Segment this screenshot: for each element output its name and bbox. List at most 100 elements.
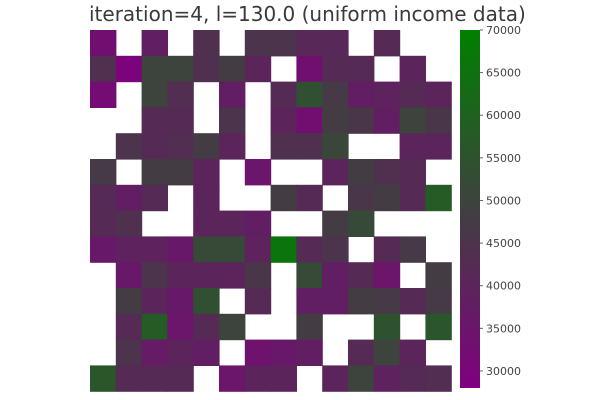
- heatmap-cell: [219, 133, 246, 160]
- heatmap-cell: [348, 81, 375, 108]
- heatmap-cell: [348, 365, 375, 392]
- heatmap-cell: [115, 262, 143, 289]
- heatmap-cell: [373, 30, 401, 57]
- heatmap-cell: [348, 339, 375, 366]
- heatmap-cell: [90, 81, 117, 108]
- heatmap-cell: [141, 55, 168, 83]
- heatmap-cell: [193, 236, 220, 263]
- heatmap-cell: [425, 184, 452, 212]
- heatmap-cell: [244, 262, 272, 289]
- heatmap-cell: [244, 30, 272, 57]
- heatmap-cell: [193, 133, 220, 160]
- heatmap-cell: [373, 339, 401, 366]
- heatmap-cell: [425, 288, 452, 315]
- heatmap-cell: [322, 55, 349, 83]
- heatmap-cell: [373, 107, 401, 134]
- heatmap-cell: [373, 159, 401, 186]
- heatmap-cell: [167, 288, 194, 315]
- heatmap-cell: [167, 313, 194, 341]
- heatmap-cell: [373, 262, 401, 289]
- colorbar-tick-label: 40000: [486, 280, 521, 293]
- heatmap-cell: [296, 30, 323, 57]
- heatmap-cell: [141, 107, 168, 134]
- heatmap-cell: [373, 81, 401, 108]
- heatmap-cell: [322, 159, 349, 186]
- heatmap-cell: [270, 30, 297, 57]
- heatmap-cell: [399, 365, 426, 392]
- heatmap-cell: [167, 107, 194, 134]
- colorbar-ticks: 30000 35000 40000 45000 50000 55000 60000 65000…: [480, 24, 521, 378]
- heatmap-cell: [322, 107, 349, 134]
- heatmap-cell: [399, 133, 426, 160]
- heatmap-cell: [141, 81, 168, 108]
- heatmap-cell: [322, 133, 349, 160]
- heatmap-cell: [270, 81, 297, 108]
- heatmap-cell: [115, 365, 143, 392]
- heatmap-cell: [270, 365, 297, 392]
- heatmap-cell: [115, 236, 143, 263]
- heatmap-cell: [141, 184, 168, 212]
- heatmap-cell: [193, 210, 220, 237]
- heatmap-cell: [167, 81, 194, 108]
- heatmap-cell: [219, 365, 246, 392]
- heatmap-cell: [322, 262, 349, 289]
- heatmap-cell: [244, 288, 272, 315]
- heatmap-cell: [373, 184, 401, 212]
- heatmap-cell: [322, 236, 349, 263]
- heatmap-cell: [193, 184, 220, 212]
- heatmap-cell: [141, 236, 168, 263]
- heatmap-cell: [115, 288, 143, 315]
- heatmap-cell: [115, 313, 143, 341]
- heatmap-cell: [219, 55, 246, 83]
- heatmap-cell: [322, 210, 349, 237]
- heatmap-cell: [115, 184, 143, 212]
- heatmap-cell: [141, 313, 168, 341]
- heatmap-cell: [348, 288, 375, 315]
- heatmap-cell: [399, 184, 426, 212]
- heatmap-cell: [244, 339, 272, 366]
- heatmap-cell: [348, 210, 375, 237]
- heatmap-cell: [373, 365, 401, 392]
- heatmap-cell: [141, 365, 168, 392]
- heatmap-cell: [348, 55, 375, 83]
- heatmap-cell: [193, 288, 220, 315]
- heatmap-cell: [167, 365, 194, 392]
- heatmap-cell: [296, 288, 323, 315]
- colorbar-tick-label: 60000: [486, 109, 521, 122]
- heatmap-cell: [167, 236, 194, 263]
- heatmap-cell: [219, 81, 246, 108]
- heatmap-cell: [141, 159, 168, 186]
- heatmap-cell: [270, 339, 297, 366]
- heatmap-cell: [348, 184, 375, 212]
- heatmap-cell: [167, 133, 194, 160]
- heatmap-cell: [296, 184, 323, 212]
- colorbar-tick-label: 70000: [486, 24, 521, 37]
- heatmap-cell: [244, 236, 272, 263]
- heatmap-cell: [244, 55, 272, 83]
- heatmap-cell: [399, 55, 426, 83]
- heatmap-cell: [141, 339, 168, 366]
- heatmap-cell: [425, 262, 452, 289]
- heatmap-cell: [244, 365, 272, 392]
- heatmap-cell: [90, 30, 117, 57]
- heatmap-cell: [90, 236, 117, 263]
- heatmap-cell: [322, 81, 349, 108]
- heatmap-cell: [399, 159, 426, 186]
- heatmap-cell: [141, 133, 168, 160]
- heatmap-cell: [296, 55, 323, 83]
- heatmap-cell: [141, 30, 168, 57]
- heatmap-cell: [167, 55, 194, 83]
- heatmap-cell: [193, 313, 220, 341]
- heatmap-cell: [348, 107, 375, 134]
- heatmap-cell: [167, 262, 194, 289]
- heatmap-cell: [270, 107, 297, 134]
- heatmap-cell: [322, 30, 349, 57]
- heatmap-cell: [322, 365, 349, 392]
- heatmap-cell: [296, 339, 323, 366]
- heatmap-cell: [425, 81, 452, 108]
- heatmap-cell: [270, 133, 297, 160]
- heatmap-cell: [90, 365, 117, 392]
- heatmap-cell: [373, 313, 401, 341]
- heatmap-cell: [167, 339, 194, 366]
